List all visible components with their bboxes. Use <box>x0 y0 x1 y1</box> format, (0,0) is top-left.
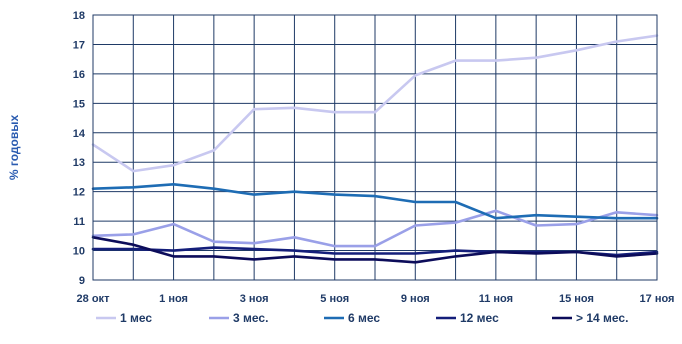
chart-series-lines <box>91 34 659 264</box>
x-tick-label: 1 ноя <box>159 293 188 305</box>
series-line <box>91 209 659 248</box>
y-tick-label: 13 <box>73 157 85 169</box>
legend-item-label: 3 мес. <box>233 311 268 325</box>
y-tick-label: 14 <box>73 128 86 140</box>
x-tick-label: 17 ноя <box>640 293 675 305</box>
x-tick-label: 5 ноя <box>320 293 349 305</box>
legend-item-label: 12 мес <box>460 311 499 325</box>
x-tick-label: 9 ноя <box>401 293 430 305</box>
y-tick-label: 15 <box>73 98 85 110</box>
legend-item-label: > 14 мес. <box>576 311 628 325</box>
series-line <box>91 34 659 173</box>
chart-legend: 1 мес 3 мес. 6 мес 12 мес > 14 мес. <box>96 311 628 325</box>
legend-item-label: 1 мес <box>120 311 152 325</box>
y-tick-label: 18 <box>73 10 85 22</box>
y-tick-label: 11 <box>73 216 85 228</box>
y-tick-label: 17 <box>73 39 85 51</box>
y-axis-ticks: 9 10 11 12 13 14 15 16 17 18 <box>73 10 86 287</box>
y-tick-label: 9 <box>79 275 85 287</box>
x-tick-label: 3 ноя <box>240 293 269 305</box>
series-line <box>91 183 659 220</box>
chart-gridlines <box>92 14 658 281</box>
y-axis-label: % годовых <box>7 115 21 181</box>
x-tick-label: 15 ноя <box>559 293 594 305</box>
x-axis-ticks: 28 окт 1 ноя 3 ноя 5 ноя 9 ноя 11 ноя 15 ноя 17… <box>77 293 675 305</box>
series-line <box>91 236 659 264</box>
plot-frame <box>92 14 658 281</box>
x-tick-label: 11 ноя <box>479 293 513 305</box>
x-tick-label: 28 окт <box>77 293 111 305</box>
y-tick-label: 12 <box>73 187 85 199</box>
y-tick-label: 16 <box>73 69 85 81</box>
y-tick-label: 10 <box>73 246 85 258</box>
legend-item-label: 6 мес <box>348 311 380 325</box>
